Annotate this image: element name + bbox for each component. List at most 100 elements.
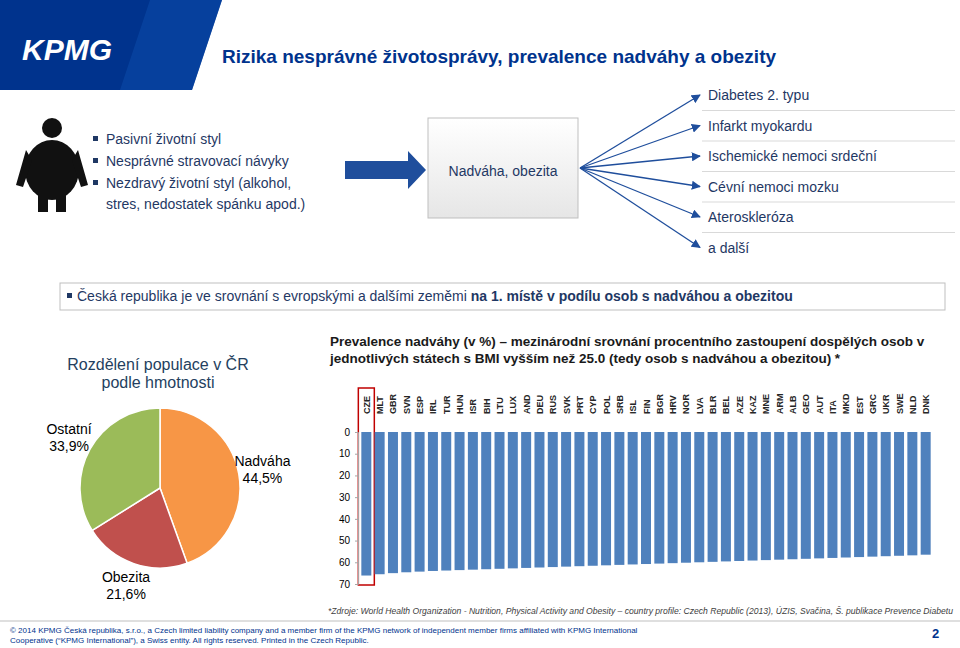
highlight-box (358, 388, 374, 585)
tick: 10 (339, 448, 358, 459)
bar-title: Prevalence nadváhy (v %) – mezinárodní s… (329, 334, 925, 366)
bar (495, 432, 505, 569)
x-tick-label: RUS (548, 395, 558, 414)
x-tick-label: LUX (508, 396, 518, 414)
cause-text: Nezdravý životní styl (alkohol, (106, 175, 291, 191)
footnote: *Zdroje: World Health Organization - Nut… (328, 606, 953, 616)
bar (441, 432, 451, 571)
icon-head (42, 118, 62, 138)
x-tick-label: ISL (628, 399, 638, 414)
x-labels: CZEMLTGBRSVNESPIRLTURHUNISRBIHLTULUXANDD… (362, 393, 931, 414)
effect-text: Ischemické nemoci srdeční (708, 148, 877, 164)
icon-leg (38, 190, 48, 212)
bullet (93, 180, 98, 185)
x-tick-label: CYP (588, 395, 598, 414)
tick-mark (355, 497, 358, 498)
tick-mark (355, 584, 358, 585)
statement-emphasis: na 1. místě v podílu osob s nadváhou a o… (471, 288, 793, 304)
tick: 0 (344, 427, 358, 438)
effect-text: Cévní nemoci mozku (708, 179, 839, 195)
pie-slice (80, 408, 160, 530)
bar (521, 432, 531, 568)
pie-data-label: 33,9% (49, 438, 89, 454)
x-tick-label: SVK (562, 395, 572, 414)
slide: KPMGRizika nesprávné životosprávy, preva… (0, 0, 960, 648)
fan-arrow (580, 168, 700, 248)
x-tick-label: BGR (655, 394, 665, 415)
tick: 70 (339, 579, 358, 590)
tick-mark (355, 541, 358, 542)
x-tick-label: GRC (868, 394, 878, 415)
cause-text: Pasivní životní styl (106, 131, 221, 147)
bar (388, 432, 398, 573)
tick: 40 (339, 514, 358, 525)
icon-arms (16, 150, 88, 187)
x-tick-label: NLD (908, 395, 918, 414)
footer-text: © 2014 KPMG Česká republika, s.r.o., a C… (10, 626, 638, 635)
icon-leg (56, 190, 66, 212)
fan-arrow (580, 95, 700, 168)
x-tick-label: IRL (428, 399, 438, 414)
x-tick-label: EST (855, 396, 865, 414)
x-tick-label: BLR (708, 395, 718, 414)
tick-label: 0 (344, 427, 350, 438)
statement-box (60, 283, 945, 310)
pie-data-label: 21,6% (106, 586, 146, 602)
bullet (93, 158, 98, 163)
x-tick-label: BEL (721, 395, 731, 414)
bar (681, 432, 691, 563)
bar (694, 432, 704, 562)
bar (601, 432, 611, 565)
x-tick-label: PRT (575, 395, 585, 414)
x-tick-label: GBR (388, 394, 398, 415)
x-tick-label: UKR (881, 394, 891, 414)
x-tick-label: TUR (442, 395, 452, 414)
tick: 60 (339, 557, 358, 568)
bar (734, 432, 744, 561)
x-tick-label: GEO (801, 394, 811, 414)
x-tick-label: HRV (668, 395, 678, 414)
bar (548, 432, 558, 567)
tick-mark (355, 475, 358, 476)
bar (894, 432, 904, 556)
bar (628, 432, 638, 564)
bar (468, 432, 478, 570)
x-tick-label: MKD (841, 393, 851, 414)
bar (361, 432, 371, 576)
bar (854, 432, 864, 557)
bar (761, 432, 771, 560)
tick-label: 10 (339, 448, 351, 459)
bar-title-line: jednotlivých státech s BMI vyšším než 25… (329, 351, 841, 366)
bar (641, 432, 651, 564)
header-band-accent (120, 0, 222, 90)
x-tick-label: FIN (642, 400, 652, 415)
separator (702, 202, 955, 203)
tick-mark (355, 562, 358, 563)
x-tick-label: KAZ (748, 395, 758, 414)
bar (881, 432, 891, 556)
tick-mark (355, 432, 358, 433)
x-tick-label: MNE (761, 394, 771, 414)
bar (921, 432, 931, 555)
x-tick-label: ITA (828, 400, 838, 414)
pie-title: Rozdělení populace v ČRpodle hmotnosti (67, 355, 248, 391)
bar (574, 432, 584, 566)
tick-label: 70 (339, 579, 351, 590)
footer-text: Cooperative (“KPMG International”), a Sw… (10, 636, 369, 645)
pie (80, 408, 240, 568)
x-tick-label: DEU (535, 395, 545, 414)
x-tick-label: AZE (735, 396, 745, 414)
logo: KPMG (22, 33, 112, 66)
icon-body (25, 140, 79, 200)
pie-labels: Nadváha44,5%Obezita21,6%Ostatní33,9% (46, 421, 290, 603)
bar (867, 432, 877, 557)
y-axis: 010203040506070 (339, 427, 359, 590)
bars (361, 432, 930, 576)
x-tick-label: NOR (681, 394, 691, 415)
bar (841, 432, 851, 558)
person-icon (16, 118, 88, 212)
effect-text: Infarkt myokardu (708, 118, 812, 134)
x-tick-label: ARM (775, 394, 785, 415)
bar (654, 432, 664, 564)
x-tick-label: SRB (615, 394, 625, 414)
